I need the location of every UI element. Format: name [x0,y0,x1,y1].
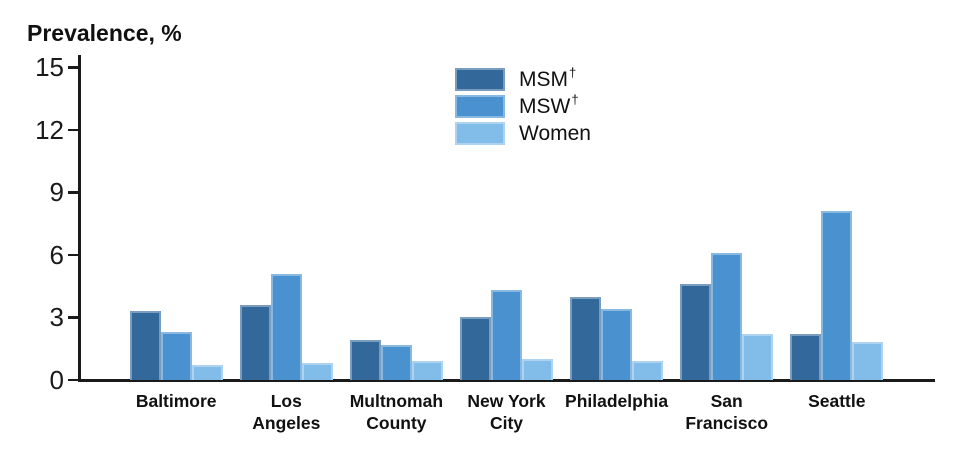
y-axis-title: Prevalence, % [27,20,182,46]
bar-msw-new-york-city [491,290,522,380]
x-tick-label-seattle: Seattle [808,391,866,411]
x-tick-label-philadelphia: Philadelphia [565,391,669,411]
bar-msw-los-angeles [270,273,302,380]
bar-msm-multnomah-county [349,340,381,380]
legend-label: MSW† [519,92,579,118]
x-axis [78,378,935,382]
y-axis-tick [68,378,79,382]
dagger-superscript: † [569,65,577,80]
x-tick-label-multnomah-county: Multnomah County [349,391,444,433]
bar-women-multnomah-county [411,361,443,380]
y-axis-tick [68,66,79,69]
legend-label: Women [519,122,591,145]
x-tick-label-los-angeles: Los Angeles [252,391,321,433]
bar-women-new-york-city [522,359,553,380]
x-tick-label-new-york-city: New York City [467,391,546,433]
bar-women-baltimore [191,365,223,380]
bar-msw-philadelphia [601,309,633,380]
bar-women-los-angeles [301,363,333,380]
bar-msw-san-francisco [711,252,743,380]
legend-item-msw: MSW† [455,92,591,118]
y-tick-label: 6 [49,239,64,270]
chart-legend: MSM† MSW† Women [455,65,591,149]
bar-msm-baltimore [129,311,161,380]
bar-women-philadelphia [632,361,664,380]
y-tick-label: 9 [49,177,64,208]
bar-women-seattle [852,342,884,380]
legend-swatch-women [455,122,505,145]
bar-msm-los-angeles [239,304,271,380]
y-tick-label: 15 [35,52,64,83]
y-tick-label: 0 [49,365,64,395]
bar-msw-seattle [821,211,853,380]
bar-msm-san-francisco [680,284,712,380]
legend-swatch-msw [455,95,505,118]
dagger-superscript: † [571,92,579,107]
y-axis-tick [68,253,79,257]
legend-item-msm: MSM† [455,65,591,91]
bar-msm-philadelphia [570,296,602,380]
y-axis [78,55,81,381]
y-axis-tick [68,191,79,194]
y-tick-label: 12 [35,114,64,145]
x-tick-label-baltimore: Baltimore [135,391,217,411]
legend-label: MSM† [519,65,577,91]
y-axis-tick [68,128,79,132]
y-tick-label: 3 [49,302,64,333]
y-axis-tick [68,316,79,319]
x-tick-label-san-francisco: San Francisco [685,391,769,433]
legend-item-women: Women [455,122,591,145]
legend-swatch-msm [455,68,505,91]
bar-msm-new-york-city [460,317,491,380]
bar-msm-seattle [790,334,822,380]
bar-msw-baltimore [160,332,192,380]
bar-women-san-francisco [742,334,774,380]
bar-msw-multnomah-county [380,344,412,380]
